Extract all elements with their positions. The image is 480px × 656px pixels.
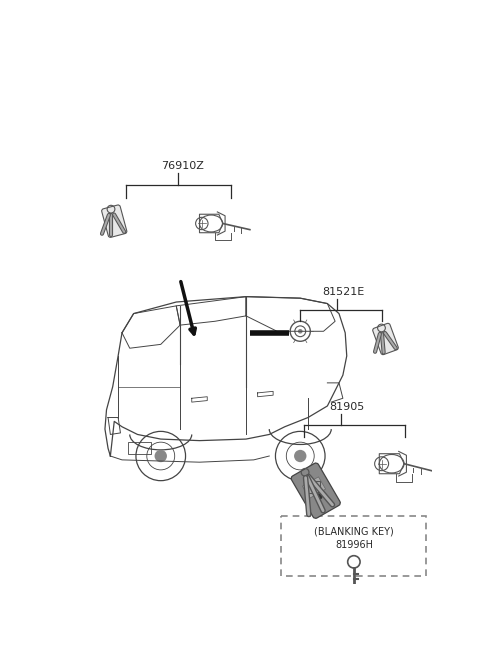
Circle shape <box>311 484 317 491</box>
Bar <box>281 516 426 576</box>
Text: 81996H: 81996H <box>335 541 373 550</box>
Circle shape <box>298 329 302 334</box>
Circle shape <box>294 450 306 462</box>
Text: 76910Z: 76910Z <box>161 161 204 171</box>
Bar <box>308 481 320 493</box>
FancyBboxPatch shape <box>102 205 127 237</box>
Text: 81521E: 81521E <box>322 287 364 297</box>
FancyBboxPatch shape <box>372 323 398 355</box>
Bar <box>128 442 152 454</box>
Text: 81905: 81905 <box>330 402 365 412</box>
Text: (BLANKING KEY): (BLANKING KEY) <box>314 526 394 537</box>
Circle shape <box>155 450 167 462</box>
Bar <box>302 477 325 499</box>
Circle shape <box>315 492 323 500</box>
FancyBboxPatch shape <box>291 463 340 518</box>
